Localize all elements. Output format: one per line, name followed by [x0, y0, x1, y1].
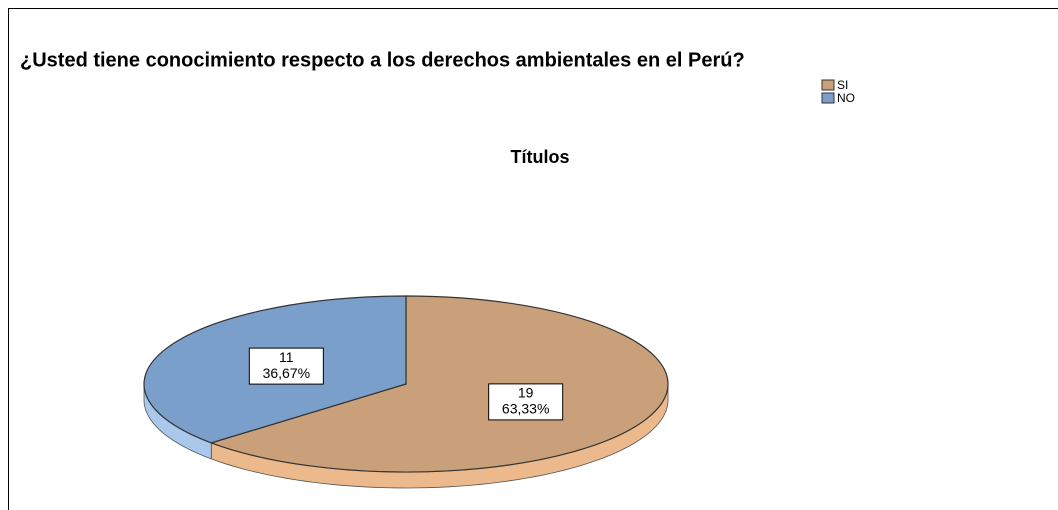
- legend-swatch: [821, 79, 835, 91]
- chart-title: ¿Usted tiene conocimiento respecto a los…: [20, 49, 745, 71]
- chart-subtitle: Títulos: [511, 147, 570, 167]
- data-label: 63,33%: [502, 401, 549, 417]
- data-label: 36,67%: [263, 365, 310, 381]
- data-label: 11: [279, 349, 294, 365]
- label-box: [488, 383, 564, 421]
- data-label: 19: [518, 385, 534, 401]
- slice: [209, 295, 669, 473]
- legend-label: SI: [837, 78, 848, 92]
- label-box: [248, 347, 324, 385]
- legend-label: NO: [837, 91, 855, 105]
- legend-swatch: [821, 92, 835, 104]
